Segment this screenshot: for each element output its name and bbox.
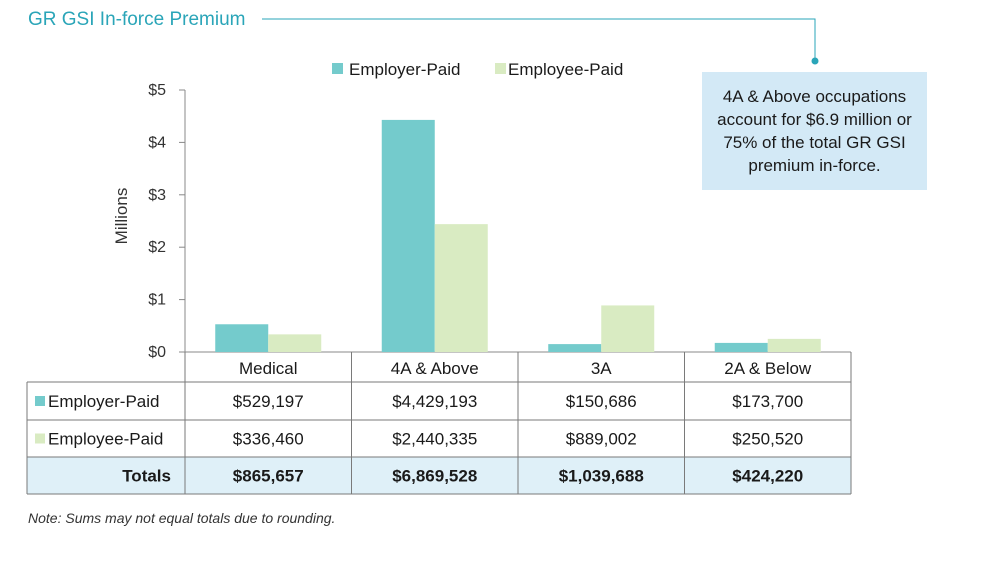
bar-employee-3 (767, 338, 821, 352)
legend-label-employer: Employer-Paid (349, 60, 461, 79)
table-cell: $173,700 (732, 392, 803, 411)
table-cell: $4,429,193 (392, 392, 477, 411)
callout-connector-dot (811, 57, 819, 65)
legend-swatch-employer (332, 63, 343, 74)
y-tick-label: $3 (148, 187, 166, 204)
x-tick-label: 4A & Above (391, 359, 479, 378)
legend-label-employee: Employee-Paid (508, 60, 623, 79)
totals-cell: $424,220 (732, 467, 803, 486)
totals-cell: $865,657 (233, 467, 304, 486)
table-cell: $336,460 (233, 430, 304, 449)
table-cell: $889,002 (566, 430, 637, 449)
footnote: Note: Sums may not equal totals due to r… (28, 510, 335, 526)
totals-label: Totals (122, 467, 171, 486)
y-tick-label: $0 (148, 344, 166, 361)
callout-connector (262, 18, 816, 60)
bar-employer-3 (714, 342, 768, 352)
callout-text: 4A & Above occupations account for $6.9 … (717, 87, 912, 175)
y-tick-label: $5 (148, 82, 166, 99)
data-table: Medical 4A & Above 3A 2A & Below Employer-Pa… (26, 352, 852, 495)
legend: Employer-Paid Employee-Paid (332, 60, 623, 79)
bar-employer-1 (381, 119, 435, 353)
bar-employer-0 (215, 324, 269, 352)
totals-row-bg (27, 457, 851, 494)
table-cell: $529,197 (233, 392, 304, 411)
table-cell: $250,520 (732, 430, 803, 449)
y-axis-label: Millions (112, 188, 131, 245)
legend-swatch-employee (495, 63, 506, 74)
row-label: Employee-Paid (48, 430, 163, 449)
totals-cell: $1,039,688 (559, 467, 644, 486)
y-tick-label: $2 (148, 239, 166, 256)
row-swatch (35, 396, 45, 406)
bar-employee-1 (434, 224, 488, 352)
x-tick-label: 2A & Below (724, 359, 812, 378)
table-cell: $150,686 (566, 392, 637, 411)
row-label: Employer-Paid (48, 392, 160, 411)
table-cell: $2,440,335 (392, 430, 477, 449)
bar-employee-0 (268, 334, 322, 352)
row-swatch (35, 433, 45, 444)
x-tick-label: Medical (239, 359, 298, 378)
bar-employee-2 (601, 305, 655, 352)
bar-employer-2 (548, 344, 602, 352)
x-tick-label: 3A (591, 359, 612, 378)
chart-title: GR GSI In-force Premium (28, 9, 246, 30)
y-tick-label: $1 (148, 292, 166, 309)
y-tick-label: $4 (148, 134, 166, 151)
totals-cell: $6,869,528 (392, 467, 477, 486)
callout-box: 4A & Above occupations account for $6.9 … (702, 72, 927, 190)
bars (215, 119, 821, 353)
